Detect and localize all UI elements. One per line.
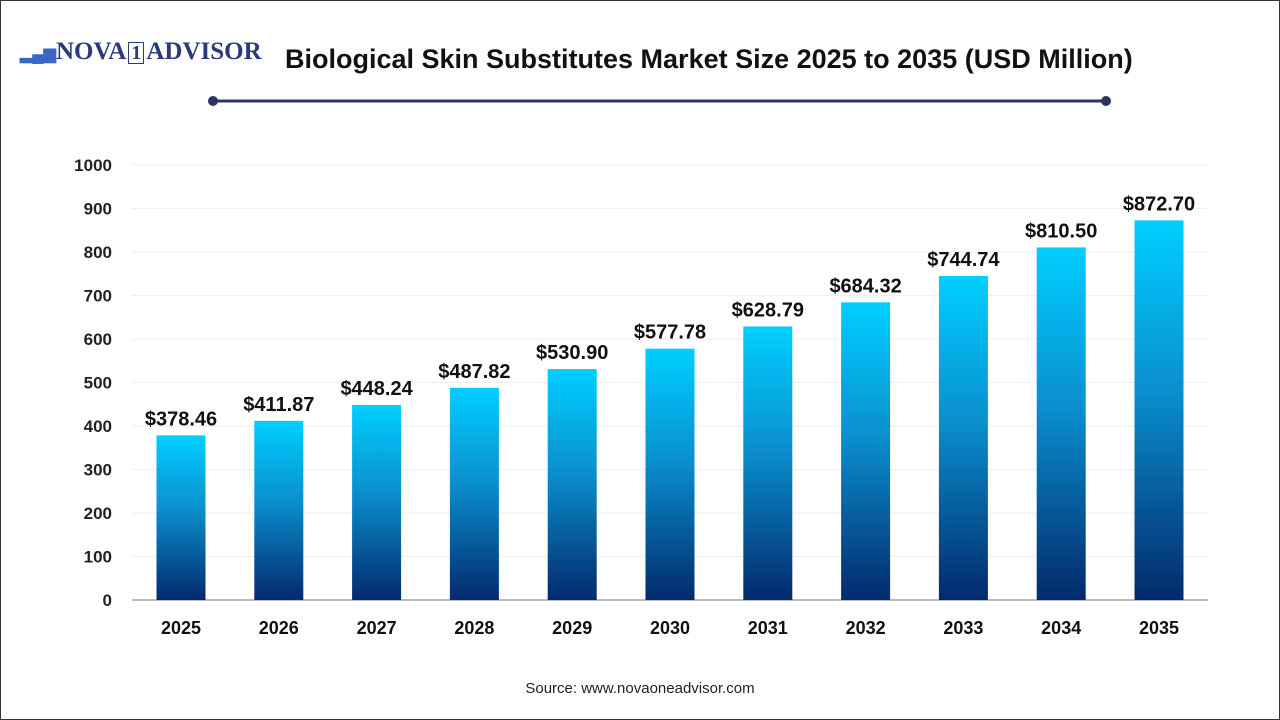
x-tick-label: 2027 [357,618,397,638]
x-tick-label: 2033 [943,618,983,638]
data-label: $872.70 [1123,193,1195,215]
nova-advisor-logo: ▂▄▆NOVA 1 ADVISOR [20,38,262,66]
bar-2029 [547,369,597,600]
data-label: $487.82 [438,361,510,383]
title-line-dot-right [1101,96,1111,106]
y-tick-label: 300 [84,461,112,480]
bar-2031 [743,326,793,600]
logo-text-right: ADVISOR [146,38,262,65]
y-tick-label: 400 [84,417,112,436]
logo-text-left: NOVA [55,38,127,65]
y-tick-label: 0 [103,591,112,610]
y-tick-label: 500 [84,374,112,393]
bar-2034 [1036,247,1086,600]
logo-bars-icon: ▂▄▆ [20,46,56,63]
y-tick-label: 900 [84,200,112,219]
y-tick-label: 1000 [74,156,112,175]
x-tick-label: 2028 [454,618,494,638]
data-label: $448.24 [340,378,413,400]
logo-number: 1 [128,42,145,64]
data-label: $411.87 [243,394,314,416]
x-tick-label: 2029 [552,618,592,638]
bar-2028 [449,387,499,600]
title-line-dot-left [208,96,218,106]
x-tick-label: 2031 [748,618,788,638]
y-tick-label: 200 [84,504,112,523]
bar-2025 [156,435,206,600]
data-label: $628.79 [732,299,804,321]
y-tick-label: 800 [84,243,112,262]
bar-2030 [645,348,695,600]
bar-2026 [254,420,304,600]
chart-title: Biological Skin Substitutes Market Size … [285,44,1133,74]
y-tick-label: 700 [84,287,112,306]
source-text: Source: www.novaoneadvisor.com [525,680,755,697]
x-tick-label: 2032 [846,618,886,638]
data-label: $744.74 [927,249,1000,271]
data-label: $577.78 [634,322,706,344]
x-tick-label: 2025 [161,618,201,638]
bar-2027 [352,405,402,600]
bar-2033 [938,276,988,600]
data-label: $684.32 [829,275,901,297]
y-tick-label: 100 [84,548,112,567]
x-tick-label: 2030 [650,618,690,638]
data-label: $810.50 [1025,220,1097,242]
x-tick-label: 2035 [1139,618,1179,638]
data-label: $530.90 [536,342,608,364]
x-tick-label: 2034 [1041,618,1081,638]
y-tick-label: 600 [84,330,112,349]
bar-2035 [1134,220,1184,601]
bar-2032 [841,302,891,600]
data-label: $378.46 [145,408,217,430]
x-tick-label: 2026 [259,618,299,638]
